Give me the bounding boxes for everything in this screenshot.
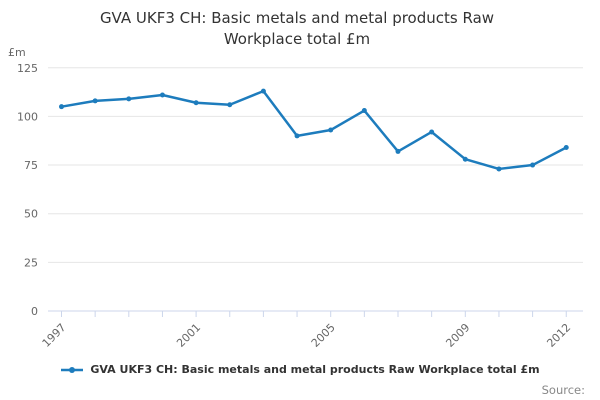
data-point-marker[interactable] [294, 133, 300, 139]
data-point-marker[interactable] [59, 104, 64, 110]
legend-label: GVA UKF3 CH: Basic metals and metal prod… [90, 363, 540, 376]
legend-line-marker-icon [61, 366, 84, 373]
data-point-marker[interactable] [361, 108, 367, 114]
y-axis-tick-label: 125 [17, 62, 38, 75]
data-point-marker[interactable] [193, 100, 199, 106]
x-axis-tick-label: 2009 [443, 321, 472, 350]
data-point-marker[interactable] [328, 127, 334, 133]
data-point-marker[interactable] [496, 166, 502, 172]
data-point-marker[interactable] [126, 96, 132, 102]
data-point-marker[interactable] [429, 129, 435, 135]
data-point-marker[interactable] [395, 148, 401, 154]
x-axis-tick-label: 2005 [309, 321, 338, 350]
x-axis-tick-label: 2001 [174, 321, 203, 350]
y-axis-tick-label: 0 [31, 305, 38, 318]
y-axis-tick-label: 75 [24, 159, 38, 172]
data-point-marker[interactable] [159, 92, 165, 98]
data-point-marker[interactable] [260, 88, 266, 94]
legend-item[interactable]: GVA UKF3 CH: Basic metals and metal prod… [60, 363, 540, 376]
x-axis-tick-label: 2012 [544, 321, 573, 350]
data-point-marker[interactable] [563, 145, 569, 151]
legend: GVA UKF3 CH: Basic metals and metal prod… [0, 363, 600, 376]
y-axis-tick-label: 25 [24, 256, 38, 269]
y-axis-unit-label: £m [8, 46, 26, 59]
y-axis-tick-label: 50 [24, 208, 38, 221]
data-point-marker[interactable] [530, 162, 536, 168]
data-point-marker[interactable] [92, 98, 98, 104]
chart-title-line2: Workplace total £m [223, 30, 371, 48]
source-label: Source: [541, 383, 585, 397]
chart-title-line1: GVA UKF3 CH: Basic metals and metal prod… [99, 9, 495, 27]
chart-title: GVA UKF3 CH: Basic metals and metal prod… [0, 8, 594, 50]
y-axis-tick-label: 100 [17, 110, 38, 123]
x-axis-tick-label: 1997 [40, 321, 69, 350]
data-point-marker[interactable] [227, 102, 233, 108]
series-line [60, 89, 568, 171]
data-point-marker[interactable] [462, 156, 468, 162]
